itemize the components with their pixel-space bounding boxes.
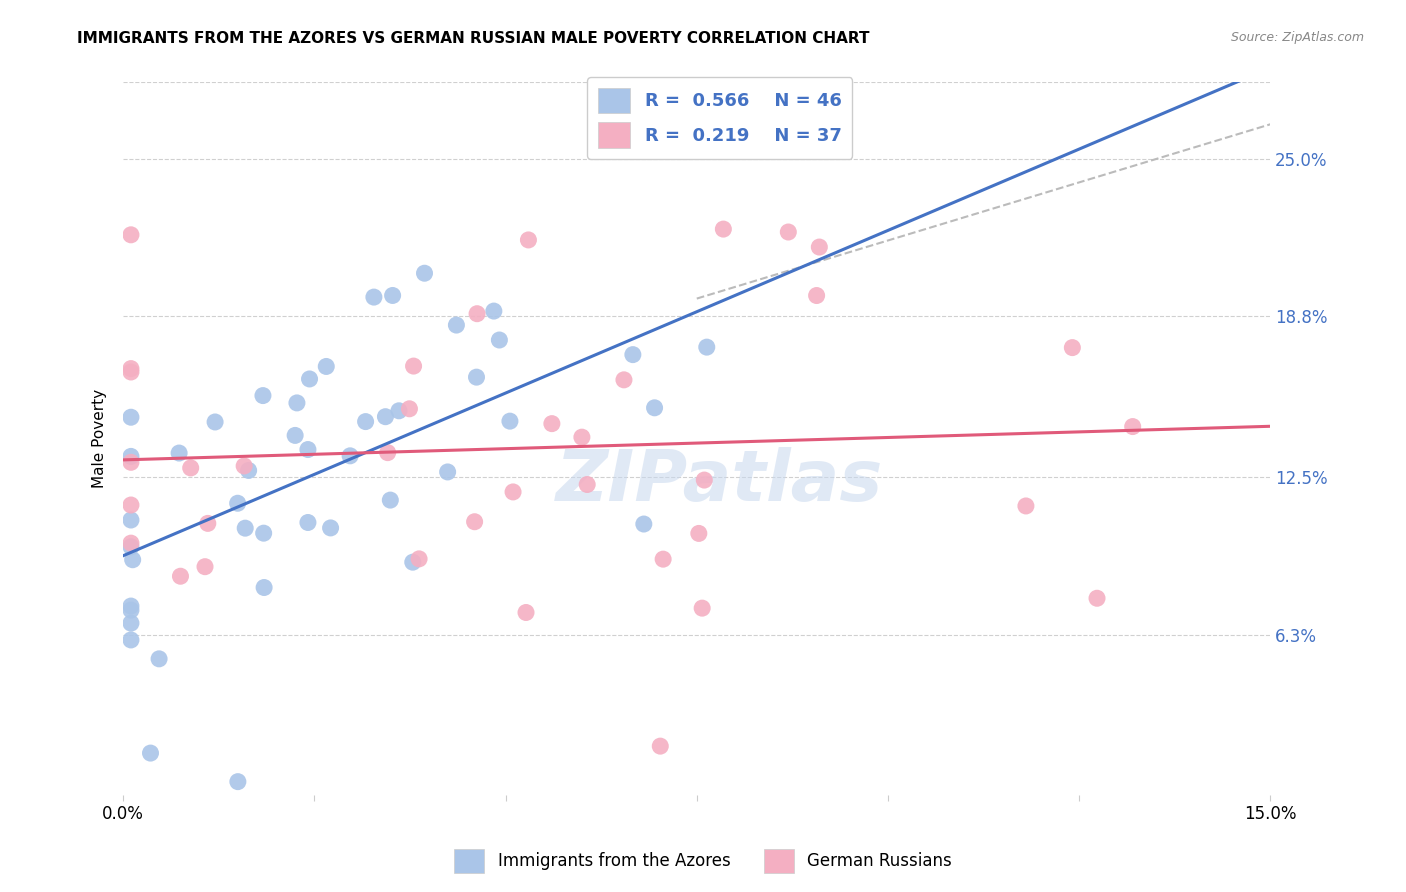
Point xyxy=(1122,419,1144,434)
Point xyxy=(297,442,319,457)
Point xyxy=(226,496,249,510)
Point xyxy=(488,333,510,347)
Point xyxy=(644,401,666,415)
Legend: R =  0.566    N = 46, R =  0.219    N = 37: R = 0.566 N = 46, R = 0.219 N = 37 xyxy=(586,77,852,159)
Point xyxy=(571,430,593,444)
Point xyxy=(377,445,399,459)
Point xyxy=(693,473,716,487)
Point xyxy=(502,484,524,499)
Point xyxy=(120,603,142,617)
Point xyxy=(139,746,162,760)
Point xyxy=(408,552,430,566)
Point xyxy=(120,599,142,613)
Point xyxy=(806,288,828,302)
Point xyxy=(297,516,319,530)
Point xyxy=(120,616,142,631)
Point xyxy=(120,498,142,512)
Point xyxy=(169,569,191,583)
Point xyxy=(180,461,202,475)
Point xyxy=(120,361,142,376)
Point xyxy=(381,288,404,302)
Point xyxy=(465,307,488,321)
Point xyxy=(197,516,219,531)
Point xyxy=(194,559,217,574)
Point xyxy=(711,222,734,236)
Point xyxy=(233,521,256,535)
Point xyxy=(252,388,274,402)
Text: IMMIGRANTS FROM THE AZORES VS GERMAN RUSSIAN MALE POVERTY CORRELATION CHART: IMMIGRANTS FROM THE AZORES VS GERMAN RUS… xyxy=(77,31,870,46)
Text: ZIPatlas: ZIPatlas xyxy=(555,447,883,516)
Point xyxy=(398,401,420,416)
Point xyxy=(515,606,537,620)
Point xyxy=(621,348,644,362)
Point xyxy=(696,340,718,354)
Point xyxy=(315,359,337,374)
Point xyxy=(374,409,396,424)
Point xyxy=(1085,591,1108,606)
Point xyxy=(167,446,190,460)
Point xyxy=(253,526,276,541)
Point xyxy=(808,240,831,254)
Point xyxy=(402,555,425,569)
Point xyxy=(253,581,276,595)
Point xyxy=(690,601,713,615)
Point xyxy=(482,304,505,318)
Point xyxy=(388,404,411,418)
Point xyxy=(413,266,436,280)
Point xyxy=(688,526,710,541)
Point xyxy=(650,739,672,753)
Point xyxy=(402,359,425,373)
Point xyxy=(121,552,143,566)
Point xyxy=(284,428,307,442)
Point xyxy=(238,463,260,477)
Point xyxy=(148,652,170,666)
Point xyxy=(120,227,142,242)
Point xyxy=(517,233,540,247)
Point xyxy=(204,415,226,429)
Point xyxy=(120,632,142,647)
Point xyxy=(1015,499,1038,513)
Point xyxy=(319,521,342,535)
Point xyxy=(226,774,249,789)
Point xyxy=(652,552,675,566)
Point xyxy=(499,414,522,428)
Point xyxy=(120,513,142,527)
Point xyxy=(446,318,468,332)
Text: Source: ZipAtlas.com: Source: ZipAtlas.com xyxy=(1230,31,1364,45)
Point xyxy=(778,225,800,239)
Point xyxy=(1062,341,1084,355)
Point xyxy=(633,516,655,531)
Point xyxy=(120,365,142,379)
Point xyxy=(380,493,402,508)
Point xyxy=(298,372,321,386)
Point xyxy=(285,396,308,410)
Point xyxy=(120,540,142,554)
Point xyxy=(120,536,142,550)
Point xyxy=(120,455,142,469)
Point xyxy=(541,417,564,431)
Point xyxy=(339,449,361,463)
Legend: Immigrants from the Azores, German Russians: Immigrants from the Azores, German Russi… xyxy=(447,842,959,880)
Point xyxy=(465,370,488,384)
Point xyxy=(120,450,142,464)
Point xyxy=(233,458,256,473)
Point xyxy=(436,465,458,479)
Point xyxy=(576,477,599,491)
Point xyxy=(120,410,142,425)
Point xyxy=(464,515,486,529)
Point xyxy=(354,415,377,429)
Point xyxy=(363,290,385,304)
Y-axis label: Male Poverty: Male Poverty xyxy=(93,389,107,488)
Point xyxy=(613,373,636,387)
